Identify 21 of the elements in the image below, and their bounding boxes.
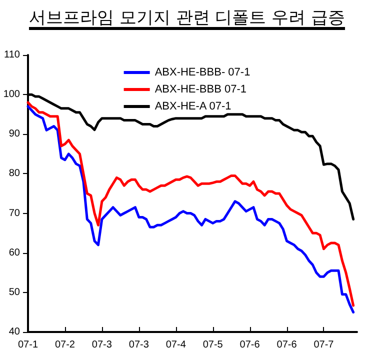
x-tick-label: 07-4	[166, 340, 186, 350]
legend-label: ABX-HE-BBB 07-1	[154, 84, 247, 96]
x-tick-label: 07-2	[54, 340, 76, 350]
x-tick-label: 07-6	[240, 340, 260, 350]
y-tick-label: 80	[8, 168, 20, 180]
y-tick-label: 40	[8, 326, 20, 338]
legend-label: ABX-HE-A 07-1	[154, 100, 232, 112]
y-tick-label: 90	[8, 128, 20, 140]
y-tick-label: 70	[8, 208, 20, 219]
x-tick-label: 07-7	[314, 340, 334, 350]
y-tick-label: 110	[4, 50, 20, 60]
x-tick-label: 07-3	[92, 340, 112, 350]
y-tick-label: 50	[8, 286, 20, 298]
y-tick-label: 100	[3, 89, 20, 100]
x-tick-label: 07-6	[276, 340, 298, 350]
x-tick-label: 07-3	[128, 340, 150, 350]
x-tick-label: 07-5	[202, 340, 224, 350]
chart-title: 서브프라임 모기지 관련 디폴트 우려 급증	[28, 7, 346, 29]
legend-label: ABX-HE-BBB- 07-1	[154, 66, 250, 78]
y-tick-label: 60	[8, 247, 20, 258]
x-tick-label: 07-1	[18, 340, 38, 350]
